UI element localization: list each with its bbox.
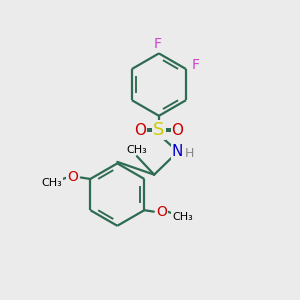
Text: CH₃: CH₃ [172, 212, 193, 222]
Text: CH₃: CH₃ [42, 178, 63, 188]
Text: O: O [67, 170, 78, 184]
Text: F: F [191, 58, 200, 71]
Text: N: N [172, 144, 183, 159]
Text: F: F [153, 38, 161, 52]
Text: CH₃: CH₃ [127, 145, 147, 155]
Text: S: S [153, 121, 165, 139]
Text: O: O [171, 123, 183, 138]
Text: O: O [134, 123, 146, 138]
Text: O: O [157, 205, 168, 219]
Text: H: H [185, 147, 194, 161]
